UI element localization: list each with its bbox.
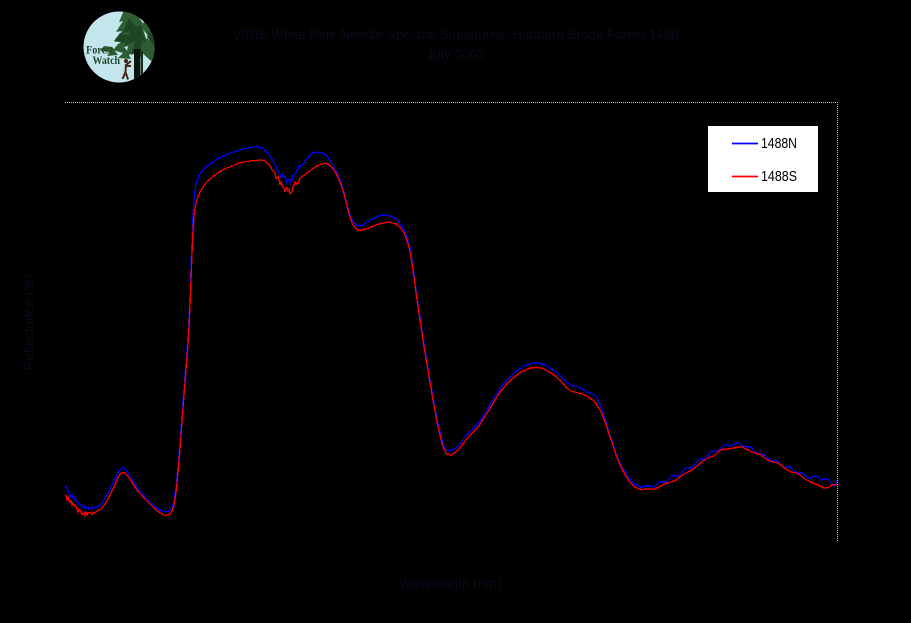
svg-text:Forest: Forest [86, 45, 114, 57]
svg-text:1488N: 1488N [761, 136, 797, 152]
svg-text:Watch: Watch [93, 55, 121, 67]
svg-text:1488S: 1488S [761, 169, 797, 185]
